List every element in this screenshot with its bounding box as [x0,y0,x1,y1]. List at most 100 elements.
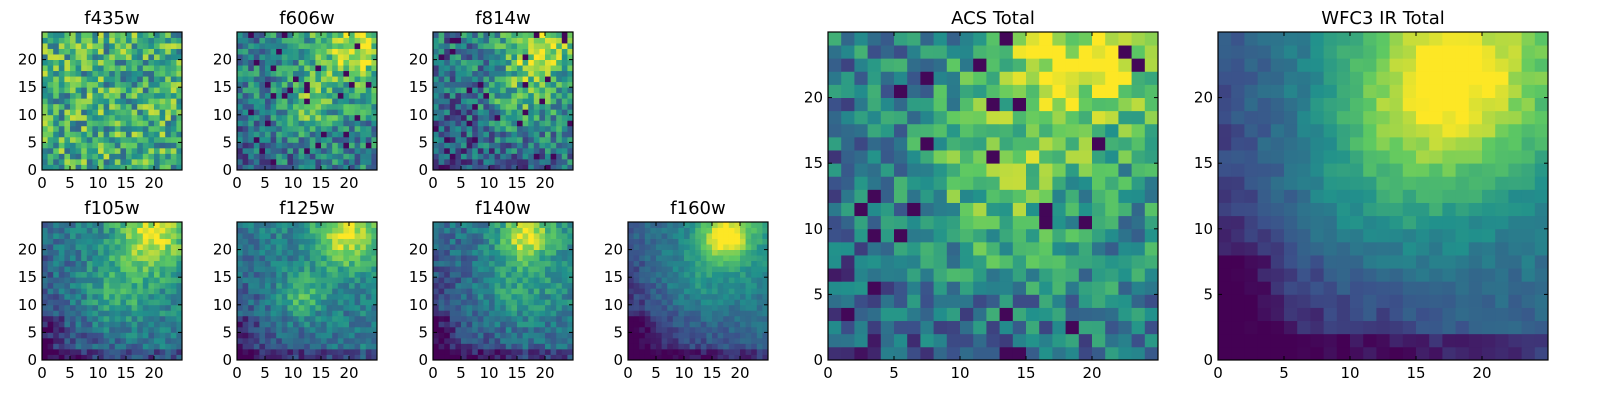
heatmap-cell [109,337,116,344]
heatmap-cell [461,158,467,165]
heatmap-cell [483,321,490,328]
heatmap-cell [489,131,495,138]
heatmap-cell [650,222,657,228]
heatmap-cell [477,337,484,344]
heatmap-cell [293,282,299,289]
panel-title: f435w [84,8,139,29]
heatmap-cell [672,343,679,350]
heatmap-cell [505,37,512,44]
heatmap-cell [500,147,507,154]
heatmap-cell [81,244,88,250]
heatmap-cell [494,282,501,289]
heatmap-cell [159,288,166,295]
heatmap-cell [723,266,730,273]
heatmap-cell [137,238,144,245]
heatmap-cell [315,92,322,99]
heatmap-cell [170,87,177,94]
heatmap-cell [298,244,305,250]
heatmap-cell [500,65,507,72]
heatmap-cell [281,131,288,138]
heatmap-cell [253,233,260,239]
heatmap-cell [75,142,82,149]
heatmap-cell [466,260,473,267]
heatmap-cell [58,310,65,317]
heatmap-cell [321,255,327,262]
heatmap-cell [337,233,344,239]
heatmap-cell [1105,163,1119,177]
heatmap-cell [854,255,868,269]
heatmap-cell [438,337,445,344]
heatmap-cell [343,260,350,267]
heatmap-cell [461,153,467,160]
heatmap-cell [70,326,76,333]
heatmap-cell [449,125,456,132]
heatmap-cell [287,233,294,239]
heatmap-cell [293,222,299,228]
heatmap-cell [298,37,305,44]
heatmap-cell [505,271,512,278]
heatmap-cell [433,76,439,83]
heatmap-cell [661,277,668,284]
heatmap-cell [148,288,155,295]
heatmap-cell [672,299,679,306]
heatmap-cell [103,70,110,77]
heatmap-cell [58,87,65,94]
heatmap-cell [444,32,451,38]
heatmap-cell [343,299,350,306]
heatmap-cell [365,332,372,339]
heatmap-cell [672,271,679,278]
heatmap-cell [728,233,735,239]
heatmap-cell [644,332,651,339]
heatmap-cell [455,142,462,149]
heatmap-cell [47,293,54,300]
heatmap-cell [281,114,288,121]
heatmap-cell [511,282,518,289]
heatmap-cell [1092,255,1106,269]
heatmap-cell [545,48,551,55]
heatmap-cell [444,131,451,138]
heatmap-cell [332,249,339,256]
heatmap-cell [556,315,563,322]
heatmap-cell [53,109,60,116]
heatmap-cell [64,164,71,171]
heatmap-cell [343,304,350,311]
heatmap-cell [438,310,445,317]
heatmap-cell [42,222,48,228]
heatmap-cell [678,233,685,239]
heatmap-cell [126,32,132,38]
heatmap-cell [103,255,110,262]
heatmap-cell [561,244,568,250]
heatmap-cell [667,260,674,267]
heatmap-cell [148,48,155,55]
heatmap-cell [472,249,479,256]
heatmap-cell [365,153,372,160]
heatmap-cell [343,271,350,278]
heatmap-cell [907,163,921,177]
heatmap-cell [270,92,277,99]
heatmap-cell [661,249,668,256]
heatmap-cell [176,54,183,60]
heatmap-cell [281,343,288,350]
heatmap-cell [365,131,372,138]
heatmap-cell [628,277,634,284]
heatmap-cell [293,120,299,127]
heatmap-cell [444,304,451,311]
heatmap-cell [920,268,934,282]
heatmap-cell [672,238,679,245]
heatmap-cell [248,164,255,171]
heatmap-cell [142,109,149,116]
heatmap-cell [170,343,177,350]
heatmap-cell [550,147,557,154]
heatmap-cell [472,120,479,127]
heatmap-cell [86,103,93,110]
heatmap-cell [165,282,172,289]
heatmap-cell [1039,150,1053,164]
heatmap-cell [42,43,48,49]
heatmap-cell [477,266,484,273]
heatmap-cell [533,48,540,55]
heatmap-cell [477,293,484,300]
heatmap-cell [472,227,479,234]
heatmap-cell [371,315,378,322]
heatmap-cell [472,43,479,49]
